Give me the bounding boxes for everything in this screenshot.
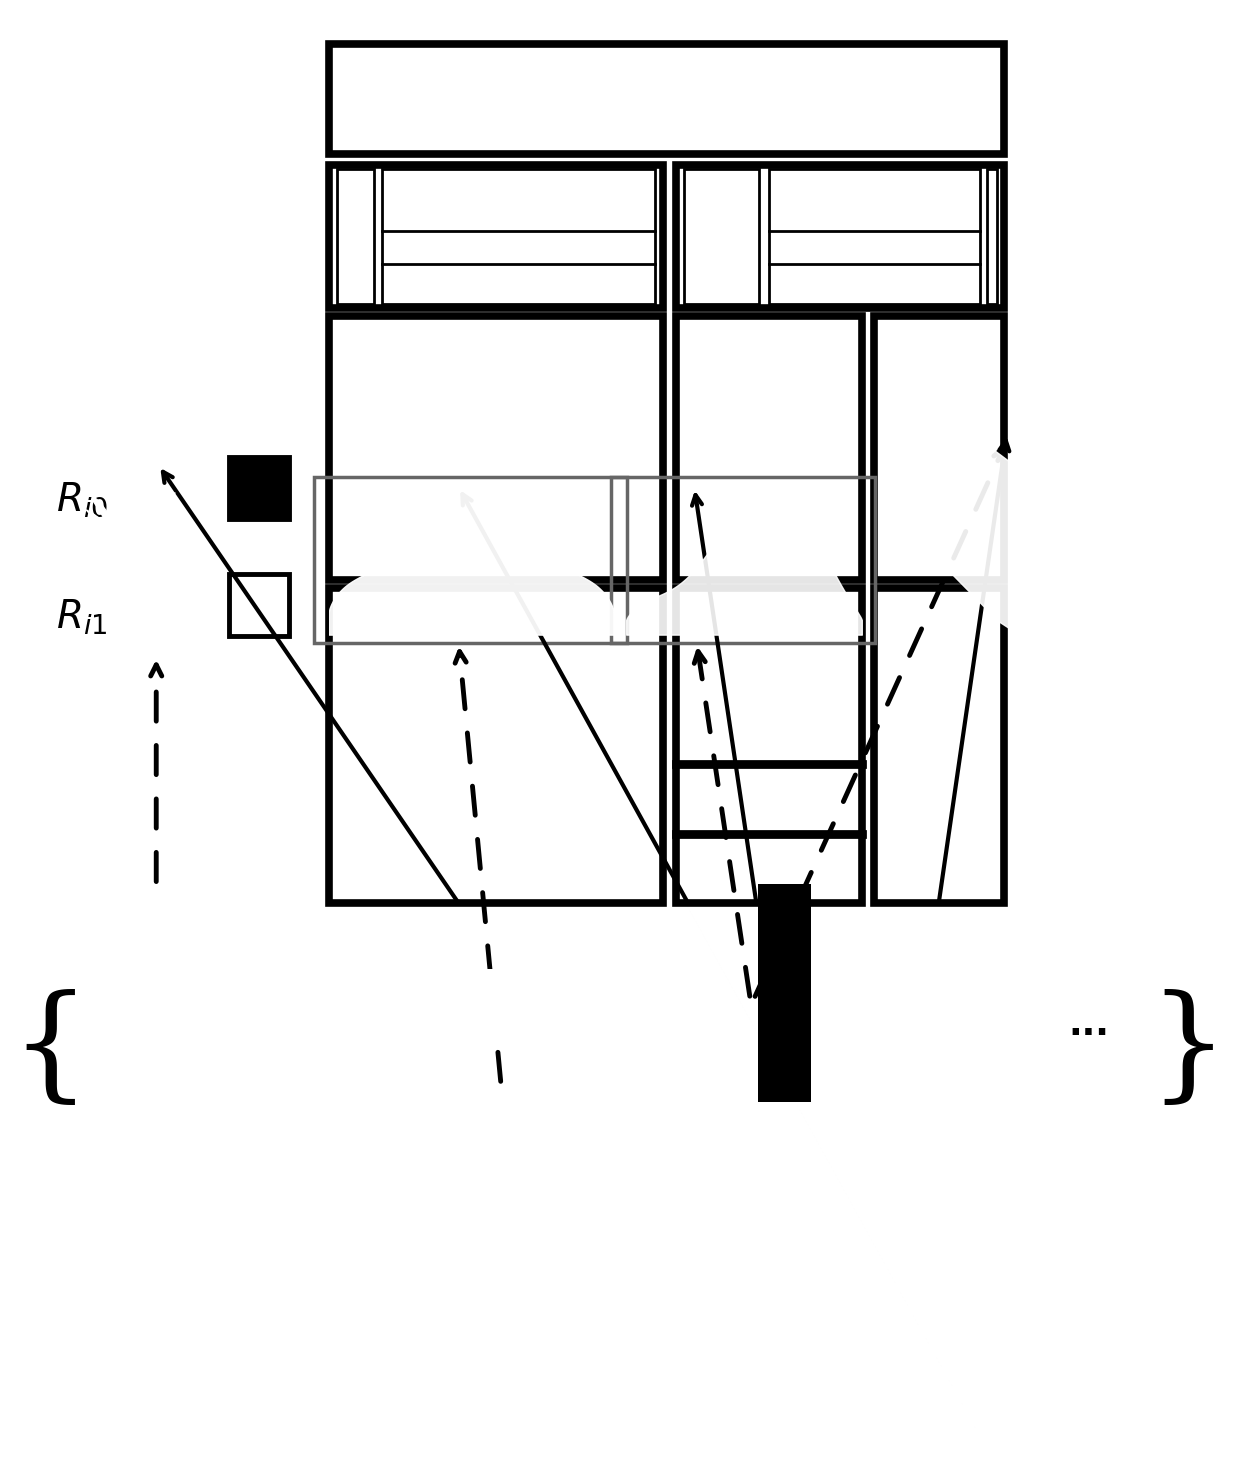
Bar <box>229 574 289 636</box>
Bar <box>329 316 663 580</box>
Bar <box>611 477 875 643</box>
Bar <box>329 165 663 308</box>
Bar <box>92 925 221 1074</box>
Bar <box>769 169 980 304</box>
Bar <box>229 457 289 519</box>
Bar <box>382 169 655 304</box>
Text: $R_{i1}$: $R_{i1}$ <box>56 598 107 636</box>
Polygon shape <box>918 433 1097 668</box>
Bar <box>874 588 1004 903</box>
Text: {: { <box>10 990 89 1111</box>
Bar <box>329 44 1004 154</box>
Bar <box>676 316 862 580</box>
Bar <box>676 588 862 903</box>
Text: }: } <box>1148 990 1228 1111</box>
Polygon shape <box>66 467 197 660</box>
Bar <box>337 169 374 304</box>
Text: $R_{i0}$: $R_{i0}$ <box>56 480 108 519</box>
Bar <box>394 970 616 1034</box>
Bar <box>684 169 759 304</box>
Bar <box>987 169 997 304</box>
Bar <box>676 165 1004 308</box>
Bar <box>329 588 663 903</box>
Bar <box>874 316 1004 580</box>
Bar <box>314 477 627 643</box>
Text: ...: ... <box>1069 1008 1109 1043</box>
Bar <box>758 884 811 1102</box>
